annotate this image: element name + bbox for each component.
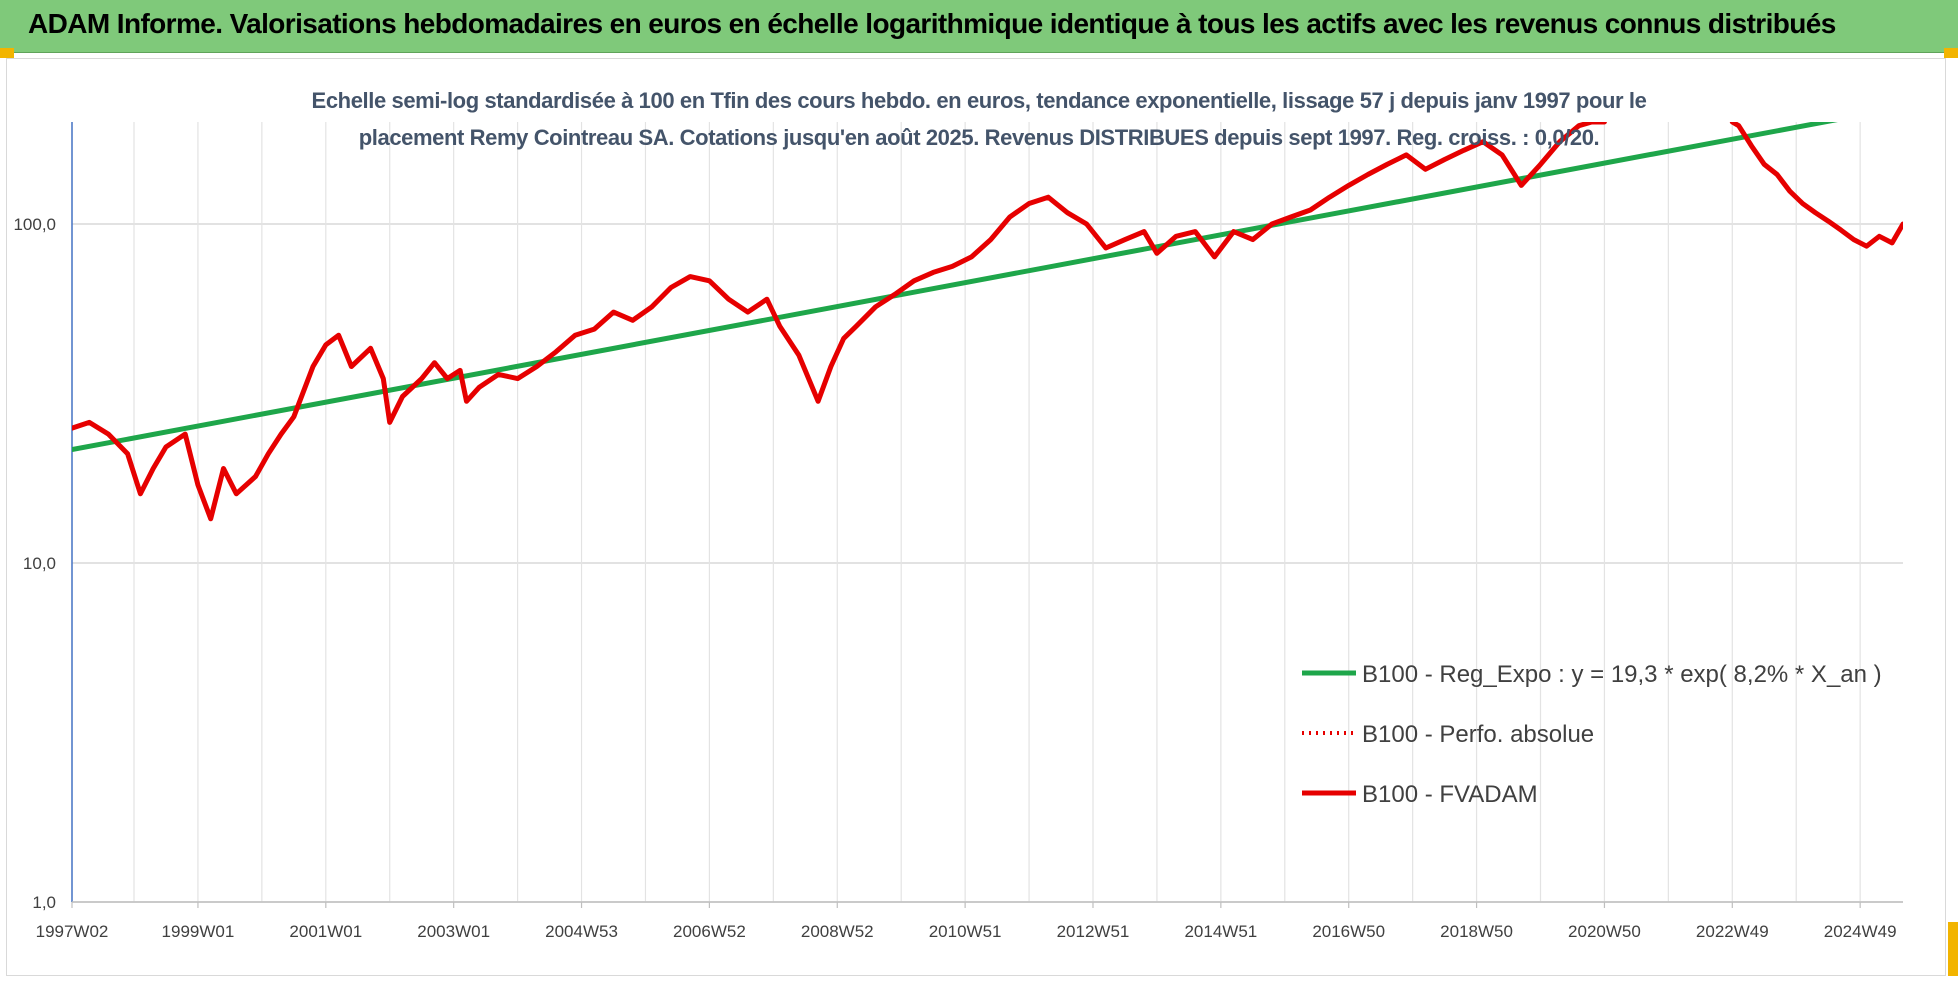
- x-tick-label: 2010W51: [929, 922, 1002, 941]
- series-line-4: [1729, 122, 1903, 249]
- report-title: ADAM Informe. Valorisations hebdomadaire…: [28, 8, 1836, 39]
- y-tick-labels: 1,0 10,0 100,0: [13, 215, 56, 912]
- series-line-1: [72, 122, 1838, 453]
- series-line-3: [72, 122, 1607, 522]
- legend: B100 - Reg_Expo : y = 19,3 * exp( 8,2% *…: [1302, 661, 1882, 808]
- corner-marker-bottom-right: [1948, 922, 1958, 976]
- x-tick-label: 1997W02: [36, 922, 109, 941]
- corner-marker-top-left: [0, 48, 14, 58]
- corner-marker-top-right: [1944, 48, 1958, 58]
- gridlines: [72, 122, 1903, 903]
- chart-subtitle-line2: placement Remy Cointreau SA. Cotations j…: [358, 125, 1600, 150]
- series-lines: [72, 122, 1903, 522]
- x-tick-label: 2016W50: [1312, 922, 1385, 941]
- x-tick-label: 1999W01: [162, 922, 235, 941]
- legend-label: B100 - FVADAM: [1362, 781, 1538, 808]
- legend-label: B100 - Reg_Expo : y = 19,3 * exp( 8,2% *…: [1362, 661, 1882, 688]
- x-tick-label: 2014W51: [1184, 922, 1257, 941]
- chart-frame: [6, 58, 1946, 976]
- chart-subtitle-line1: Echelle semi-log standardisée à 100 en T…: [311, 88, 1647, 113]
- x-tick-label: 2024W49: [1824, 922, 1897, 941]
- x-tick-labels: 1997W02 1999W01 2001W01 2003W01 2004W53 2006W…: [36, 922, 1897, 941]
- y-tick-label: 10,0: [23, 554, 56, 573]
- x-tick-label: 2022W49: [1696, 922, 1769, 941]
- axes: [71, 122, 1903, 908]
- x-tick-label: 2003W01: [417, 922, 490, 941]
- title-banner: ADAM Informe. Valorisations hebdomadaire…: [0, 0, 1958, 53]
- x-tick-label: 2020W50: [1568, 922, 1641, 941]
- x-tick-label: 2006W52: [673, 922, 746, 941]
- legend-label: B100 - Perfo. absolue: [1362, 721, 1594, 748]
- y-tick-label: 100,0: [13, 215, 56, 234]
- x-tick-label: 2001W01: [289, 922, 362, 941]
- x-tick-label: 2018W50: [1440, 922, 1513, 941]
- x-tick-label: 2012W51: [1057, 922, 1130, 941]
- x-tick-label: 2004W53: [545, 922, 618, 941]
- y-tick-label: 1,0: [32, 893, 56, 912]
- x-tick-label: 2008W52: [801, 922, 874, 941]
